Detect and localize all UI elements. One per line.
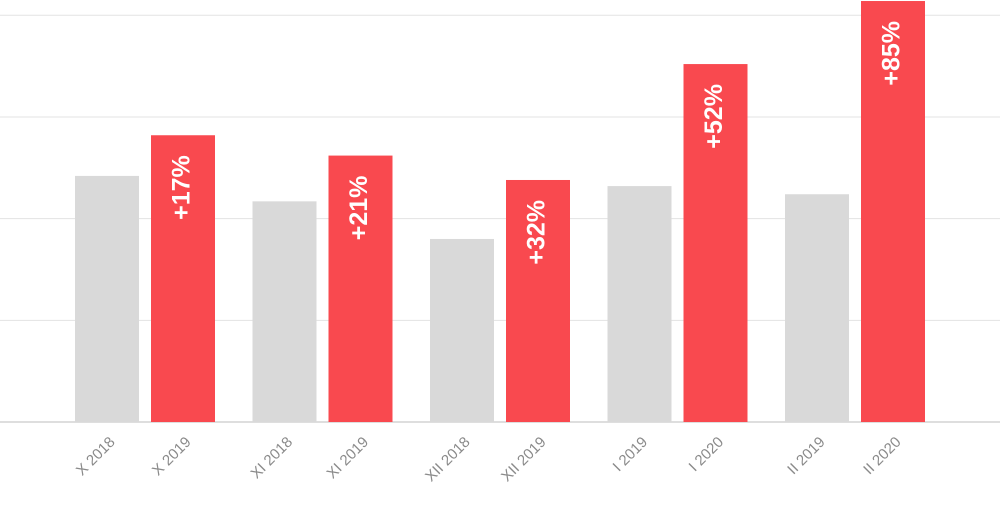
bar-annotation: +21% [345,176,373,241]
bar [328,155,393,422]
bar [506,179,570,422]
x-tick-label: X 2019 [149,434,195,480]
x-tick-label: XII 2019 [498,434,550,486]
bar-annotation: +32% [523,200,551,265]
bar [785,194,849,422]
x-tick-label: X 2018 [73,434,119,480]
bar-annotation: +85% [878,21,906,86]
bar [861,1,925,422]
bar [607,186,672,422]
x-tick-label: I 2020 [686,434,728,476]
bar [75,175,139,422]
bar [252,201,317,422]
bar [151,135,215,422]
bar-annotation: +52% [700,84,728,149]
bar-annotation: +17% [168,155,196,220]
x-tick-label: XI 2019 [324,434,373,483]
bar [683,64,748,422]
x-tick-label: I 2019 [610,434,652,476]
x-tick-label: II 2019 [784,434,828,478]
x-tick-label: XI 2018 [248,434,297,483]
x-tick-label: XII 2018 [422,434,474,486]
bar [430,238,494,422]
x-tick-label: II 2020 [860,434,904,478]
